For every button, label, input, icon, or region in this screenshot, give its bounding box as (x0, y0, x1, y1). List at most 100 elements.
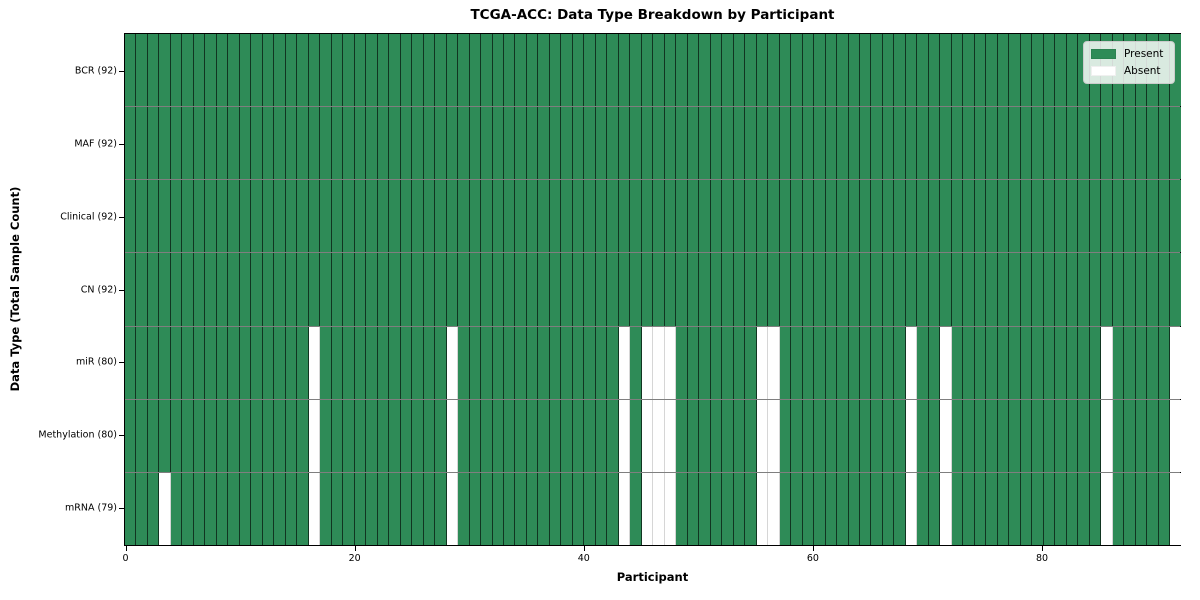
heatmap-cell (354, 326, 367, 399)
heatmap-row (125, 180, 1181, 254)
heatmap-cell (676, 326, 688, 399)
heatmap-cell (940, 34, 952, 107)
heatmap-cell (481, 472, 493, 545)
heatmap-cell (963, 180, 975, 253)
heatmap-cell (182, 472, 194, 545)
heatmap-cell (733, 472, 746, 545)
heatmap-cell (285, 472, 298, 545)
heatmap-row (125, 326, 1181, 400)
heatmap-cell (538, 472, 550, 545)
y-tick-label: Clinical (92) (60, 211, 117, 223)
heatmap-cell (481, 107, 493, 180)
heatmap-cell (228, 326, 240, 399)
heatmap-cell (147, 253, 160, 326)
heatmap-cell (136, 180, 148, 253)
heatmap-cell (641, 253, 654, 326)
heatmap-cell (561, 34, 573, 107)
heatmap-cell (837, 34, 849, 107)
heatmap-cell (366, 326, 378, 399)
heatmap-cell (756, 326, 769, 399)
heatmap-cell (1135, 399, 1148, 472)
heatmap-cell (791, 253, 803, 326)
heatmap-cell (526, 34, 539, 107)
heatmap-cell (1020, 180, 1033, 253)
heatmap-cell (860, 326, 872, 399)
heatmap-cell (1158, 326, 1171, 399)
heatmap-cell (733, 326, 746, 399)
heatmap-cell (446, 107, 459, 180)
heatmap-cell (1089, 326, 1102, 399)
heatmap-cell (458, 180, 470, 253)
heatmap-cell (170, 34, 183, 107)
heatmap-cell (940, 399, 952, 472)
heatmap-cell (182, 180, 194, 253)
x-tick-mark (354, 546, 356, 551)
heatmap-cell (630, 34, 642, 107)
heatmap-cell (1135, 180, 1148, 253)
heatmap-cell (1009, 107, 1021, 180)
heatmap-cell (1170, 107, 1181, 180)
heatmap-cell (871, 399, 883, 472)
heatmap-cell (170, 399, 183, 472)
heatmap-cell (1055, 107, 1067, 180)
heatmap-cell (492, 253, 504, 326)
heatmap-cell (986, 472, 998, 545)
heatmap-cell (687, 107, 700, 180)
heatmap-cell (400, 34, 413, 107)
heatmap-cell (1032, 107, 1044, 180)
heatmap-cell (905, 107, 918, 180)
heatmap-cell (699, 34, 711, 107)
heatmap-cell (756, 180, 769, 253)
heatmap-cell (1043, 34, 1056, 107)
heatmap-cell (389, 180, 401, 253)
heatmap-cell (641, 180, 654, 253)
heatmap-cell (871, 253, 883, 326)
heatmap-cell (239, 472, 252, 545)
heatmap-cell (458, 399, 470, 472)
x-tick-mark (1042, 546, 1044, 551)
heatmap-cell (331, 472, 344, 545)
heatmap-cell (1158, 180, 1171, 253)
heatmap-cell (894, 107, 906, 180)
heatmap-cell (561, 472, 573, 545)
heatmap-cell (538, 34, 550, 107)
heatmap-cell (285, 399, 298, 472)
heatmap-cell (1147, 326, 1159, 399)
heatmap-cell (722, 326, 734, 399)
heatmap-cell (274, 399, 286, 472)
heatmap-cell (871, 472, 883, 545)
heatmap-cell (928, 399, 941, 472)
heatmap-cell (1055, 326, 1067, 399)
heatmap-cell (147, 34, 160, 107)
heatmap-cell (572, 107, 585, 180)
heatmap-cell (147, 399, 160, 472)
heatmap-cell (446, 34, 459, 107)
heatmap-cell (1124, 107, 1136, 180)
heatmap-cell (664, 326, 677, 399)
heatmap-cell (791, 107, 803, 180)
y-tick-label: MAF (92) (74, 138, 117, 150)
heatmap-cell (1124, 472, 1136, 545)
heatmap-cell (228, 253, 240, 326)
heatmap-cell (481, 399, 493, 472)
heatmap-cell (802, 34, 815, 107)
heatmap-cell (389, 107, 401, 180)
heatmap-cell (389, 34, 401, 107)
heatmap-cell (963, 107, 975, 180)
heatmap-cell (722, 253, 734, 326)
heatmap-cell (825, 253, 838, 326)
heatmap-cell (871, 326, 883, 399)
heatmap-cell (1009, 180, 1021, 253)
heatmap-cell (974, 180, 987, 253)
heatmap-cell (1055, 472, 1067, 545)
heatmap-cell (940, 472, 952, 545)
heatmap-cell (1135, 107, 1148, 180)
heatmap-cell (963, 326, 975, 399)
heatmap-cell (894, 399, 906, 472)
heatmap-cell (285, 180, 298, 253)
heatmap-cell (1078, 399, 1090, 472)
heatmap-cell (664, 107, 677, 180)
heatmap-cell (653, 253, 665, 326)
heatmap-cell (320, 472, 332, 545)
heatmap-cell (423, 399, 436, 472)
